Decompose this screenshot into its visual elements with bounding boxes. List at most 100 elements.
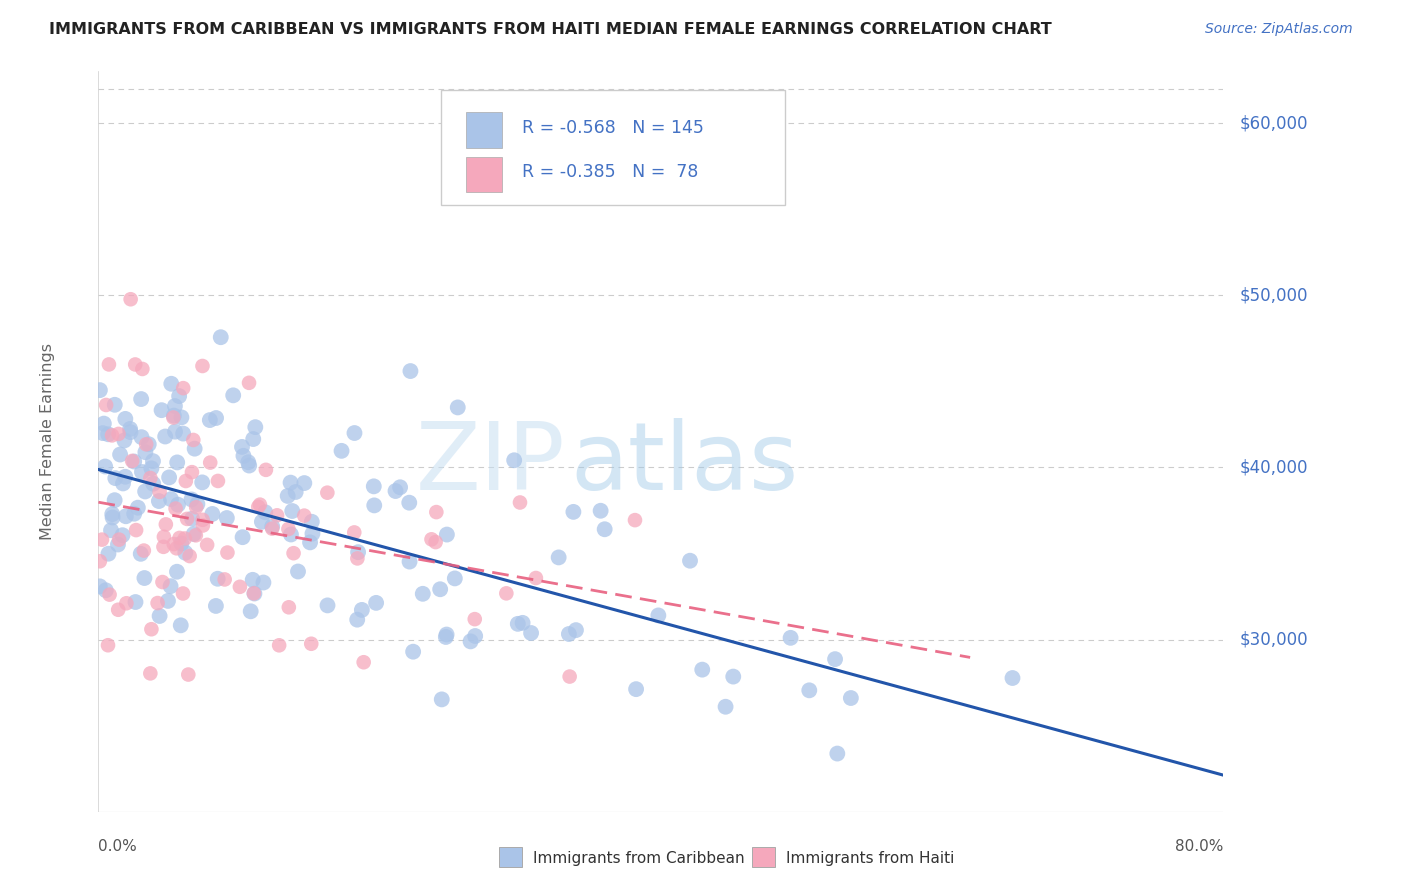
Point	[134, 445, 156, 459]
Point	[101, 428, 124, 442]
Point	[166, 541, 188, 556]
Point	[242, 573, 264, 587]
Point	[165, 501, 187, 516]
Point	[97, 638, 120, 652]
Point	[138, 437, 160, 451]
Point	[287, 565, 309, 579]
Point	[562, 505, 585, 519]
Point	[142, 454, 165, 468]
Point	[104, 493, 127, 508]
Point	[183, 442, 205, 456]
Point	[112, 434, 135, 448]
Point	[152, 540, 174, 554]
Point	[284, 485, 307, 500]
Point	[464, 629, 486, 643]
Point	[108, 533, 131, 547]
Point	[107, 426, 129, 441]
Text: $30,000: $30,000	[1240, 631, 1309, 648]
Point	[266, 508, 288, 523]
Point	[97, 427, 120, 442]
Point	[169, 531, 191, 545]
Point	[183, 527, 205, 541]
Point	[799, 683, 821, 698]
Point	[366, 596, 388, 610]
Point	[723, 670, 745, 684]
Text: 80.0%: 80.0%	[1175, 839, 1223, 855]
Point	[153, 530, 176, 544]
Point	[384, 483, 406, 498]
Point	[425, 505, 447, 519]
Point	[343, 525, 366, 540]
Point	[157, 470, 180, 484]
Point	[134, 571, 156, 585]
Point	[89, 383, 111, 397]
Point	[254, 463, 277, 477]
Point	[124, 595, 146, 609]
Point	[231, 440, 253, 454]
Point	[460, 634, 482, 648]
Point	[97, 358, 120, 372]
Point	[114, 469, 136, 483]
Point	[346, 551, 368, 566]
Text: Median Female Earnings: Median Female Earnings	[41, 343, 55, 540]
Point	[509, 495, 531, 509]
Point	[827, 747, 849, 761]
Point	[139, 471, 162, 485]
Point	[207, 572, 229, 586]
Point	[512, 615, 534, 630]
Point	[301, 526, 323, 541]
Point	[122, 507, 145, 521]
Point	[436, 627, 458, 641]
Point	[436, 527, 458, 541]
Point	[120, 292, 142, 306]
Point	[160, 376, 183, 391]
Point	[412, 587, 434, 601]
Point	[447, 401, 470, 415]
Point	[166, 455, 188, 469]
Point	[247, 500, 270, 514]
Point	[232, 449, 254, 463]
Point	[547, 550, 569, 565]
Point	[690, 663, 713, 677]
Point	[242, 432, 264, 446]
Point	[398, 496, 420, 510]
Point	[353, 655, 375, 669]
Point	[134, 484, 156, 499]
FancyBboxPatch shape	[441, 90, 785, 204]
Point	[254, 505, 277, 519]
Point	[402, 645, 425, 659]
Point	[316, 485, 339, 500]
Text: IMMIGRANTS FROM CARIBBEAN VS IMMIGRANTS FROM HAITI MEDIAN FEMALE EARNINGS CORREL: IMMIGRANTS FROM CARIBBEAN VS IMMIGRANTS …	[49, 22, 1052, 37]
Point	[243, 586, 266, 600]
Point	[177, 667, 200, 681]
Point	[131, 430, 153, 444]
Point	[91, 533, 114, 547]
Point	[198, 413, 221, 427]
Point	[262, 519, 284, 533]
Point	[186, 500, 208, 515]
Point	[125, 523, 148, 537]
Point	[186, 497, 208, 511]
Point	[149, 484, 172, 499]
Point	[565, 623, 588, 637]
Point	[824, 652, 846, 666]
Point	[160, 492, 183, 507]
Point	[111, 528, 134, 542]
Point	[124, 358, 146, 372]
Point	[100, 523, 122, 537]
Point	[153, 429, 176, 443]
Point	[520, 626, 543, 640]
Point	[434, 630, 457, 644]
Point	[624, 682, 647, 697]
Point	[167, 498, 190, 512]
Text: 0.0%: 0.0%	[98, 839, 138, 855]
Point	[207, 474, 229, 488]
Point	[131, 362, 153, 376]
Point	[209, 330, 232, 344]
Point	[107, 603, 129, 617]
Point	[281, 504, 304, 518]
Point	[200, 456, 222, 470]
Point	[389, 480, 412, 494]
Point	[589, 504, 612, 518]
Point	[299, 637, 322, 651]
